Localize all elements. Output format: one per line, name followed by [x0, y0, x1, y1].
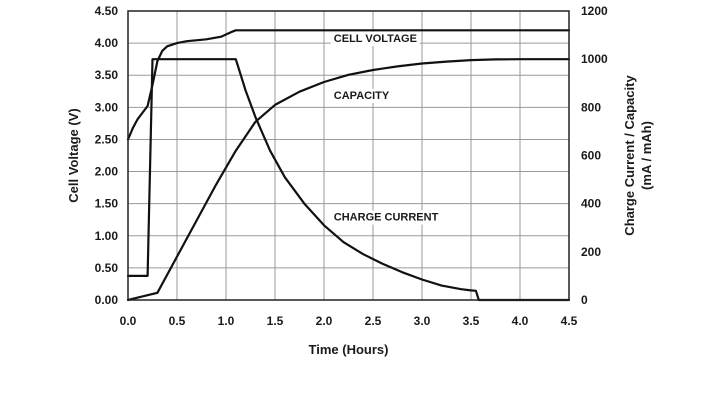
x-tick-label: 2.5	[365, 314, 382, 328]
right-y-axis-title-line2: (mA / mAh)	[639, 121, 654, 190]
cell-voltage-label-bg	[330, 31, 420, 46]
right-y-tick-label: 800	[581, 100, 601, 114]
x-tick-label: 0.0	[120, 314, 137, 328]
x-tick-label: 4.5	[561, 314, 578, 328]
right-y-tick-label: 1200	[581, 4, 608, 18]
right-y-axis-title-line1: Charge Current / Capacity	[622, 75, 637, 236]
right-y-tick-label: 0	[581, 293, 588, 307]
x-tick-label: 3.5	[463, 314, 480, 328]
left-y-tick-label: 3.50	[95, 68, 119, 82]
series-labels: CELL VOLTAGE CAPACITY CHARGE CURRENT	[330, 31, 442, 225]
right-y-tick-label: 400	[581, 197, 601, 211]
left-y-tick-label: 2.50	[95, 132, 119, 146]
right-y-tick-label: 600	[581, 149, 601, 163]
left-y-tick-label: 1.00	[95, 229, 119, 243]
x-tick-label: 4.0	[512, 314, 529, 328]
left-y-tick-label: 4.00	[95, 36, 119, 50]
x-tick-label: 1.5	[267, 314, 284, 328]
capacity-label: CAPACITY	[334, 90, 390, 102]
left-y-tick-label: 2.00	[95, 165, 119, 179]
x-tick-label: 1.0	[218, 314, 235, 328]
left-y-tick-label: 0.00	[95, 293, 119, 307]
left-y-tick-label: 4.50	[95, 4, 119, 18]
left-y-axis-title: Cell Voltage (V)	[66, 108, 81, 202]
charge-current-label: CHARGE CURRENT	[334, 212, 439, 224]
x-tick-label: 2.0	[316, 314, 333, 328]
tick-labels: 0.0 0.5 1.0 1.5 2.0 2.5 3.0 3.5 4.0 4.5 0.00 0.50 1.…	[95, 4, 608, 328]
plot-frame	[127, 10, 570, 301]
x-tick-label: 3.0	[414, 314, 431, 328]
charge-current-label-bg	[330, 210, 442, 225]
left-y-tick-label: 1.50	[95, 197, 119, 211]
right-y-tick-label: 200	[581, 245, 601, 259]
right-y-tick-label: 1000	[581, 52, 608, 66]
capacity-label-bg	[330, 88, 393, 103]
x-tick-label: 0.5	[169, 314, 186, 328]
left-y-tick-label: 0.50	[95, 261, 119, 275]
charge-current-line	[126, 58, 571, 302]
capacity-line	[126, 58, 571, 302]
curves	[126, 29, 571, 302]
cell-voltage-line	[126, 29, 571, 141]
x-axis-title: Time (Hours)	[309, 342, 389, 357]
left-y-tick-label: 3.00	[95, 100, 119, 114]
cell-voltage-label: CELL VOLTAGE	[334, 33, 417, 45]
grid	[128, 11, 569, 300]
